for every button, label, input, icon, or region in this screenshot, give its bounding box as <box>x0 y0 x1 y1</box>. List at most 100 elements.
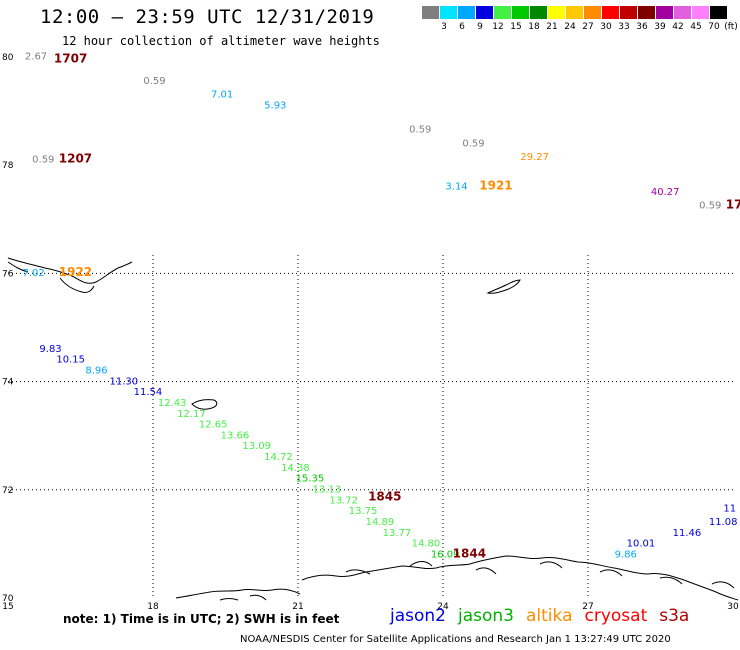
pass-time-label: 1921 <box>479 179 512 193</box>
satellite-legend: jason2 jason3 altika cryosat s3a <box>390 606 701 626</box>
wave-height-value: 13.75 <box>349 506 378 517</box>
latitude-labels: 80 78 76 74 72 70 <box>2 53 14 604</box>
legend-entry: altika <box>526 606 573 626</box>
wave-height-value: 8.96 <box>85 365 107 376</box>
pass-time-label: 1844 <box>453 546 486 560</box>
map-note: note: 1) Time is in UTC; 2) SWH is in fe… <box>63 612 340 626</box>
wave-height-value: 29.27 <box>520 152 549 163</box>
credit-footer: NOAA/NESDIS Center for Satellite Applica… <box>240 634 671 645</box>
wave-height-value: 10.01 <box>627 539 656 550</box>
wave-height-value: 11.54 <box>134 387 163 398</box>
pass-time-label: 17 <box>726 197 740 211</box>
wave-height-value: 15.35 <box>296 474 325 485</box>
legend-entry: s3a <box>659 606 690 626</box>
longitude-label: 30 <box>727 602 739 612</box>
color-scale-swatch <box>656 6 673 19</box>
color-scale-swatch <box>710 6 727 19</box>
wave-height-value: 10.15 <box>56 355 85 366</box>
wave-height-value: 14.89 <box>366 517 395 528</box>
color-scale-label: 36 <box>636 22 648 32</box>
latitude-label: 72 <box>2 486 13 496</box>
wave-height-value: 0.59 <box>32 154 54 165</box>
latitude-label: 76 <box>2 269 14 279</box>
wave-height-value: 7.01 <box>211 90 233 101</box>
wave-height-value: 13.77 <box>383 528 412 539</box>
color-scale-label: 30 <box>600 22 612 32</box>
norway-coast <box>175 555 739 601</box>
color-scale-swatch <box>638 6 655 19</box>
pass-time-labels: 1707 1207 1921 17 1922 1845 1844 <box>54 51 740 560</box>
bjornoya-island <box>191 399 218 410</box>
longitude-label: 15 <box>2 602 13 612</box>
wave-height-value: 9.86 <box>615 549 637 560</box>
color-scale-swatch <box>602 6 619 19</box>
color-scale-label: 9 <box>477 22 483 32</box>
wave-height-value: 16.09 <box>431 549 460 560</box>
color-scale-swatch <box>566 6 583 19</box>
wave-height-value: 7.02 <box>23 268 45 279</box>
color-scale-label: 24 <box>564 22 576 32</box>
longitude-label: 24 <box>437 602 449 612</box>
map-title: 12:00 – 23:59 UTC 12/31/2019 <box>40 6 375 28</box>
color-scale-swatch <box>476 6 493 19</box>
color-scale-swatch <box>674 6 691 19</box>
color-scale-swatch <box>512 6 529 19</box>
wave-height-value: 11.08 <box>709 517 738 528</box>
color-scale-swatch <box>440 6 457 19</box>
color-scale-swatch <box>530 6 547 19</box>
color-scale-label: 45 <box>690 22 702 32</box>
kong-karls-land <box>486 279 521 294</box>
wave-height-value: 0.59 <box>143 76 165 87</box>
legend-entry: jason3 <box>458 606 514 626</box>
wave-height-value: 12.17 <box>177 409 206 420</box>
wave-height-value: 14.38 <box>281 463 310 474</box>
wave-height-value: 13.09 <box>242 441 271 452</box>
legend-entry: jason2 <box>390 606 446 626</box>
wave-height-value: 0.59 <box>699 200 721 211</box>
latitude-label: 78 <box>2 161 14 171</box>
wave-height-value: 14.72 <box>264 452 293 463</box>
color-scale-label: 42 <box>672 22 684 32</box>
wave-height-value: 0.59 <box>409 125 431 136</box>
pass-time-label: 1707 <box>54 51 87 65</box>
longitude-label: 27 <box>582 602 593 612</box>
svalbard-coast <box>7 257 133 293</box>
wave-height-value: 14.80 <box>412 539 441 550</box>
wave-height-value: 2.67 <box>25 52 47 63</box>
color-scale-swatch <box>422 6 439 19</box>
pass-time-label: 1922 <box>59 265 92 279</box>
pass-time-label: 1845 <box>368 490 401 504</box>
wave-height-value: 0.59 <box>462 138 484 149</box>
color-scale-label: 21 <box>546 22 558 32</box>
color-scale-swatch <box>584 6 601 19</box>
latitude-label: 80 <box>2 53 14 63</box>
color-scale-unit: (ft) <box>724 22 738 32</box>
legend-entry: cryosat <box>584 606 648 626</box>
coastline <box>7 257 739 601</box>
longitude-label: 18 <box>147 602 159 612</box>
wave-height-value: 11.30 <box>110 376 139 387</box>
color-scale-label: 33 <box>618 22 630 32</box>
longitude-labels: 15 18 21 24 27 30 <box>2 602 739 612</box>
pass-time-label: 1207 <box>59 151 92 165</box>
color-scale-label: 27 <box>582 22 594 32</box>
wave-height-value: 11.46 <box>673 528 702 539</box>
map-subtitle: 12 hour collection of altimeter wave hei… <box>62 34 380 48</box>
wave-height-value: 13.72 <box>329 495 358 506</box>
color-scale-label: 3 <box>441 22 447 32</box>
latitude-label: 70 <box>2 594 14 604</box>
color-scale-swatch <box>458 6 475 19</box>
color-scale-swatch <box>692 6 709 19</box>
color-scale-swatch <box>548 6 565 19</box>
graticule <box>8 255 733 598</box>
wave-height-value: 11 <box>723 503 736 514</box>
wave-height-value: 13.66 <box>221 430 250 441</box>
wave-height-value: 40.27 <box>651 187 680 198</box>
wave-height-value: 3.14 <box>445 182 467 193</box>
wave-height-value: 12.65 <box>199 420 228 431</box>
latitude-label: 74 <box>2 378 14 388</box>
color-scale-swatch <box>620 6 637 19</box>
wave-height-observations: 2.67 0.59 7.01 5.93 0.59 0.59 0.59 29.27 3.14 40.… <box>23 52 738 561</box>
wave-height-value: 5.93 <box>264 100 286 111</box>
wave-height-value: 9.83 <box>39 344 61 355</box>
